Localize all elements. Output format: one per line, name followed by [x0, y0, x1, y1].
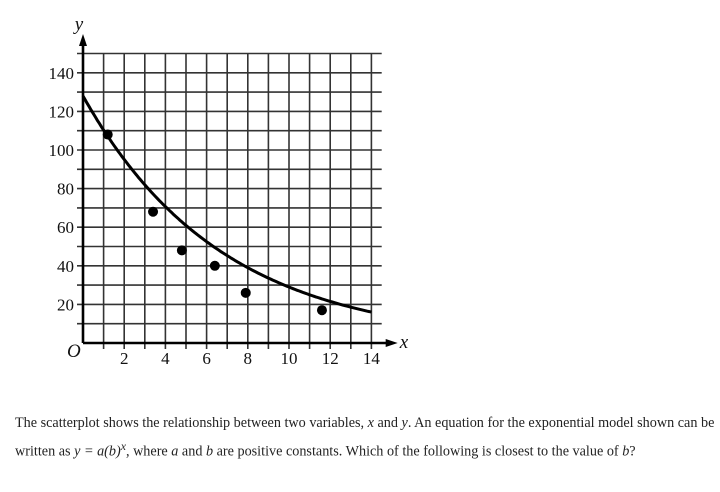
origin-label: O	[67, 341, 81, 362]
y-tick-label: 120	[49, 102, 75, 121]
y-tick-label: 140	[49, 64, 75, 83]
y-tick-label: 20	[57, 295, 74, 314]
x-tick-label: 12	[322, 349, 339, 368]
constant-b: b	[205, 443, 214, 460]
variable-x: x	[367, 415, 374, 431]
x-axis-label: x	[399, 332, 409, 353]
variable-y: y	[401, 415, 408, 431]
data-points	[102, 129, 327, 316]
x-tick-label: 2	[120, 349, 129, 368]
x-tick-label: 6	[202, 349, 211, 368]
x-axis-arrow-icon	[385, 339, 398, 347]
y-tick-label: 100	[49, 141, 75, 160]
x-tick-label: 14	[363, 349, 381, 368]
data-point	[316, 305, 327, 316]
constant-a: a	[171, 443, 179, 460]
data-point	[209, 260, 220, 271]
data-point	[102, 129, 113, 140]
tick-labels: 2 4 6 8 10 12 14 20 40 60 80 100 120 140 Oy x	[49, 14, 409, 368]
model-exponent: x	[120, 438, 126, 453]
x-tick-label: 10	[281, 349, 298, 368]
grid-lines	[77, 52, 382, 349]
data-point	[148, 206, 159, 217]
constant-b: b	[622, 443, 630, 460]
y-tick-label: 40	[57, 257, 74, 276]
y-axis-arrow-icon	[79, 34, 87, 46]
y-tick-label: 80	[57, 180, 74, 199]
exponential-model-curve	[81, 95, 372, 314]
question-text: The scatterplot shows the relationship b…	[15, 415, 715, 460]
scatterplot-chart: 2 4 6 8 10 12 14 20 40 60 80 100 120 140 Oy x	[49, 14, 409, 368]
axes	[79, 34, 398, 347]
data-point	[176, 245, 187, 256]
y-tick-label: 60	[57, 218, 74, 237]
data-point	[240, 287, 251, 298]
y-axis-label: y	[73, 14, 84, 35]
model-equation: y = a(b)	[74, 443, 121, 460]
x-tick-label: 8	[244, 349, 253, 368]
x-tick-label: 4	[161, 349, 170, 368]
